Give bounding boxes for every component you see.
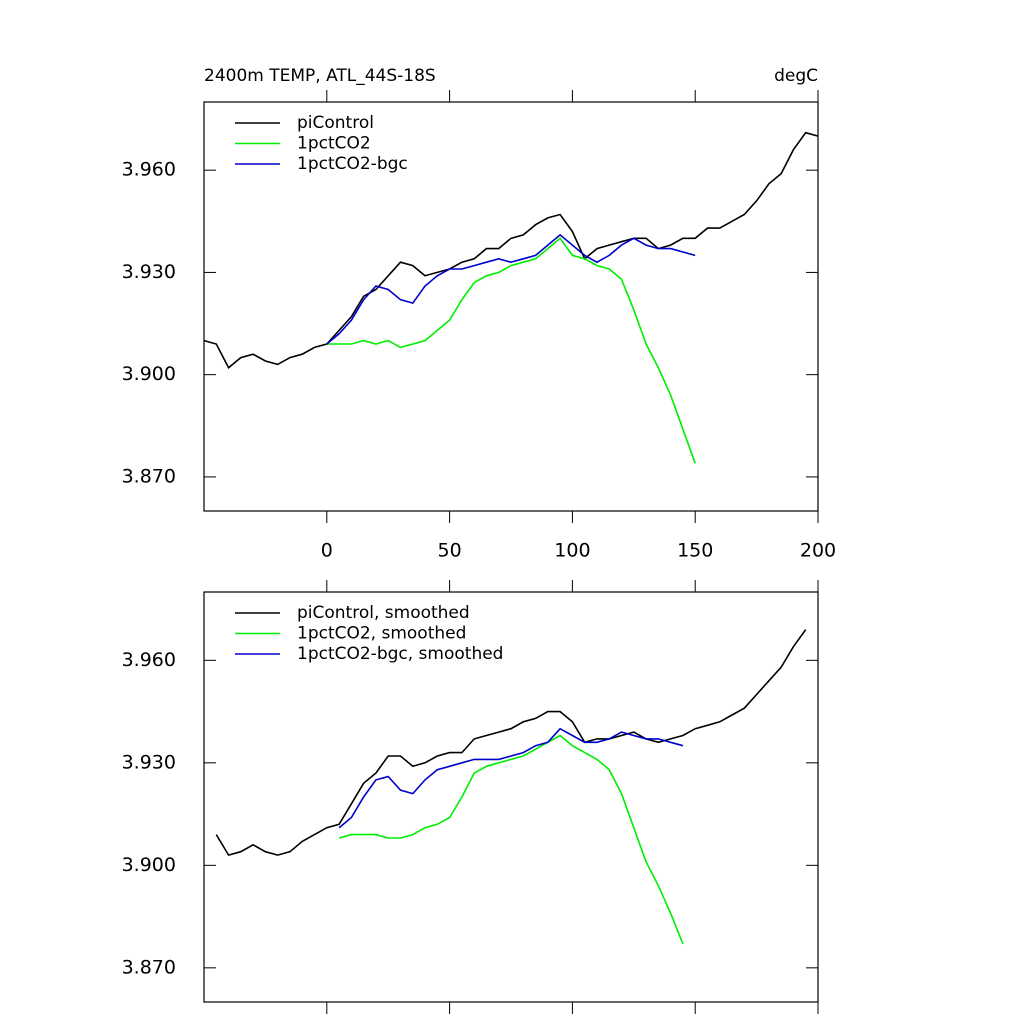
y-tick-label: 3.930: [122, 751, 176, 773]
series-line: [326, 237, 696, 464]
legend-label: piControl, smoothed: [297, 603, 470, 623]
y-tick-label: 3.900: [122, 854, 176, 876]
y-tick-label: 3.870: [122, 956, 176, 978]
legend-label: 1pctCO2-bgc, smoothed: [297, 644, 503, 664]
legend-label: 1pctCO2-bgc: [297, 154, 408, 174]
x-tick-label: 150: [677, 540, 713, 562]
series-line: [215, 629, 807, 857]
x-tick-label: 200: [800, 540, 836, 562]
legend-label: 1pctCO2, smoothed: [297, 624, 466, 644]
series-line: [326, 233, 696, 345]
y-tick-label: 3.930: [122, 261, 176, 283]
plot-frame: [203, 591, 819, 1003]
y-tick-label: 3.960: [122, 159, 176, 181]
y-tick-label: 3.870: [122, 465, 176, 487]
series-line: [338, 727, 684, 829]
y-tick-label: 3.960: [122, 649, 176, 671]
series-line: [338, 734, 684, 945]
x-tick-label: 100: [554, 540, 590, 562]
legend-label: 1pctCO2: [297, 134, 371, 154]
legend-label: piControl: [297, 113, 374, 133]
plot-frame: [203, 101, 819, 512]
units-label: degC: [774, 66, 818, 86]
x-tick-label: 50: [438, 540, 462, 562]
series-line: [203, 131, 819, 370]
x-tick-label: 0: [321, 540, 333, 562]
chart-title: 2400m TEMP, ATL_44S-18S: [204, 66, 436, 86]
y-tick-label: 3.900: [122, 363, 176, 385]
